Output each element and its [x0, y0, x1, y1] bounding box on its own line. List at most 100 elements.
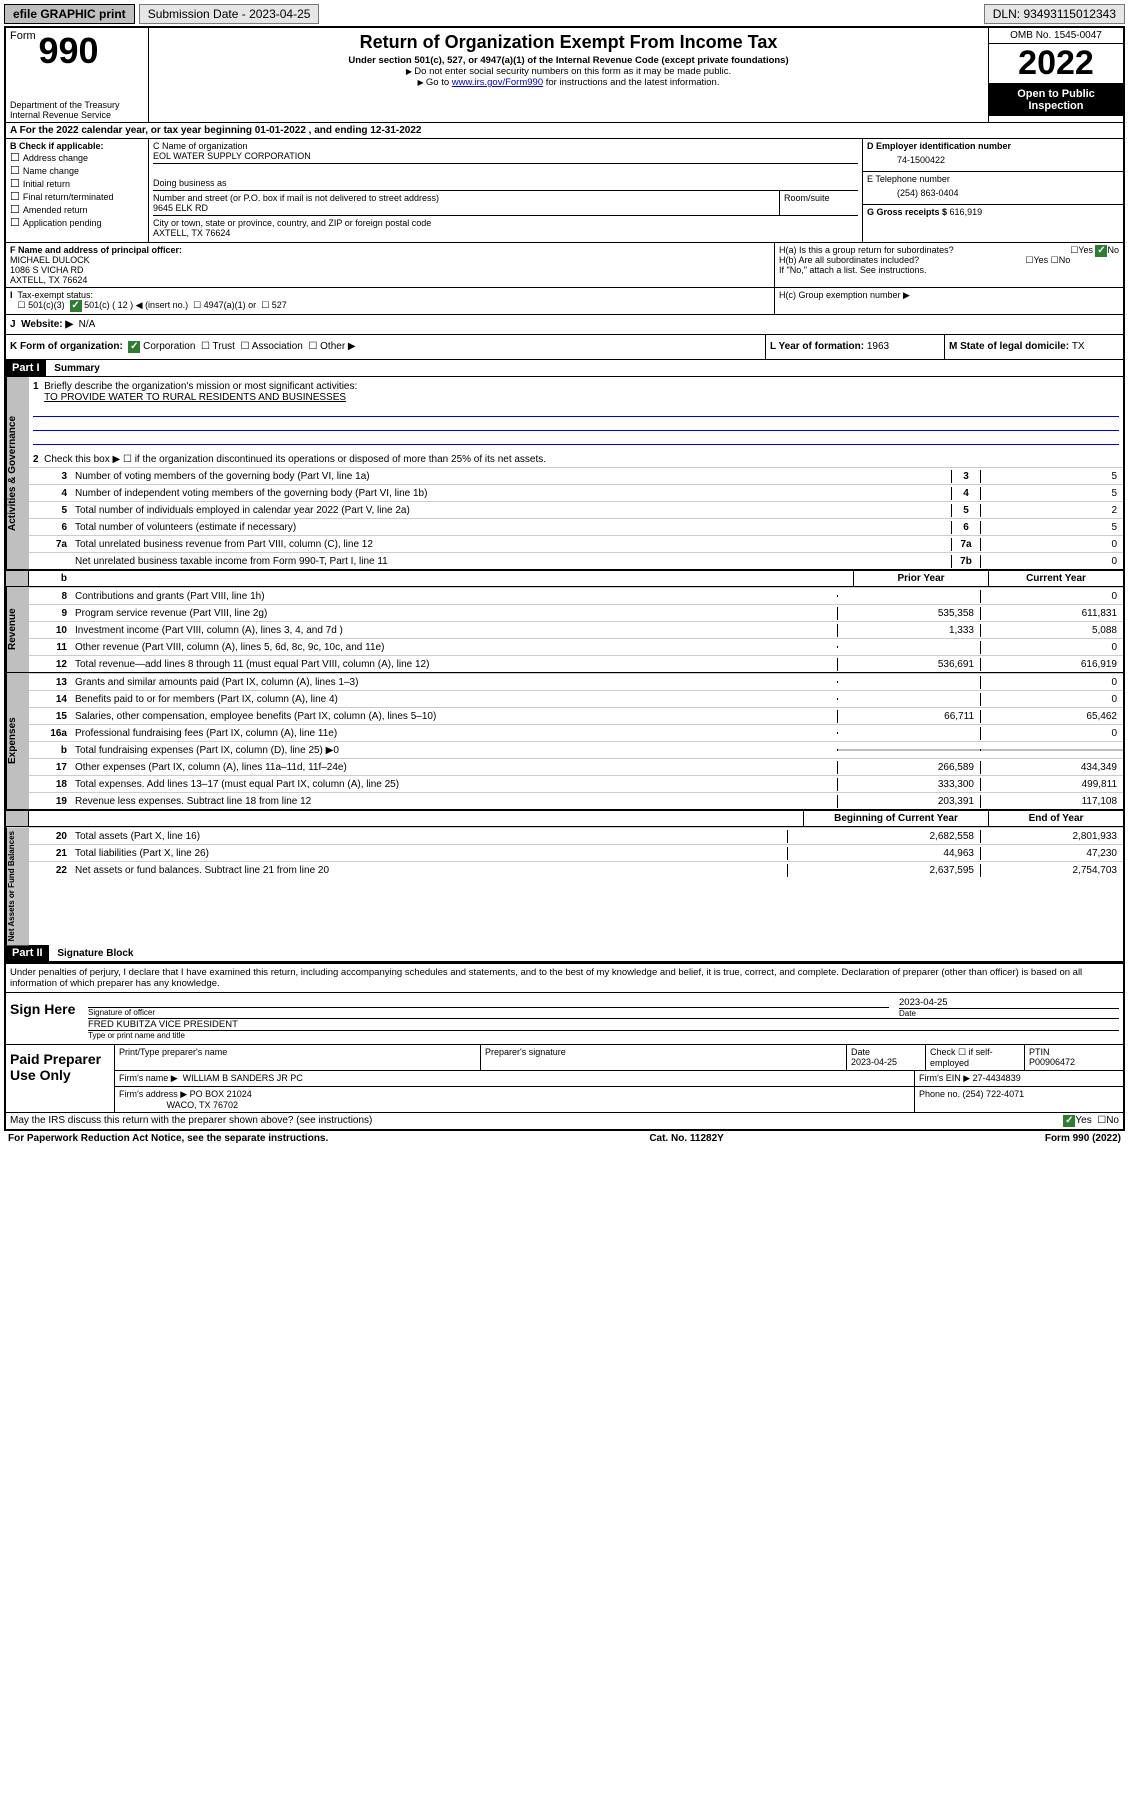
i-opt-0: 501(c)(3) — [28, 300, 65, 310]
h-a: H(a) Is this a group return for subordin… — [779, 245, 1119, 255]
ptin-label: PTIN — [1029, 1047, 1050, 1057]
mission-line-1 — [33, 404, 1119, 417]
dln-label: DLN: — [993, 7, 1024, 21]
b-opt-5-label: Application pending — [23, 218, 102, 228]
line-num: 7a — [29, 538, 71, 551]
part-1-header: Part I Summary — [6, 360, 1123, 377]
begin-value: 2,682,558 — [787, 830, 980, 843]
line-label: Total fundraising expenses (Part IX, col… — [71, 744, 837, 757]
firm-ein: 27-4434839 — [973, 1073, 1021, 1083]
b-opt-1[interactable]: ☐ Name change — [10, 164, 144, 177]
rev-line-10: 10 Investment income (Part VIII, column … — [29, 621, 1123, 638]
prep-check[interactable]: Check ☐ if self-employed — [926, 1045, 1025, 1070]
paid-preparer-label: Paid Preparer Use Only — [6, 1045, 115, 1112]
c-name-label: C Name of organization — [153, 141, 858, 151]
irs-link[interactable]: www.irs.gov/Form990 — [452, 77, 543, 88]
line-box: 5 — [951, 504, 980, 517]
prior-value — [837, 732, 980, 734]
m-value: TX — [1072, 341, 1085, 352]
line-num: 3 — [29, 470, 71, 483]
governance-block: Activities & Governance 1 Briefly descri… — [6, 377, 1123, 569]
col-heads-2: Beginning of Current Year End of Year — [6, 809, 1123, 826]
line-box: 7b — [951, 555, 980, 568]
l-label: L Year of formation: — [770, 341, 867, 352]
part-1-title: Summary — [48, 361, 106, 376]
b-opt-0-label: Address change — [23, 153, 88, 163]
current-value: 0 — [980, 590, 1123, 603]
b-opt-3[interactable]: ☐ Final return/terminated — [10, 190, 144, 203]
box-c: C Name of organization EOL WATER SUPPLY … — [149, 139, 862, 242]
efile-button[interactable]: efile GRAPHIC print — [4, 4, 135, 24]
form-number: 990 — [38, 30, 98, 71]
begin-year-head: Beginning of Current Year — [803, 811, 988, 826]
line-value: 5 — [980, 487, 1123, 500]
line-num: 9 — [29, 607, 71, 620]
officer-name: FRED KUBITZA VICE PRESIDENT — [88, 1019, 1119, 1030]
j-value: N/A — [79, 319, 96, 330]
b-opt-4-label: Amended return — [23, 205, 88, 215]
prior-value — [837, 646, 980, 648]
page-footer: For Paperwork Reduction Act Notice, see … — [4, 1131, 1125, 1146]
section-j: J Website: ▶ N/A — [6, 315, 1123, 335]
prep-date-label: Date — [851, 1047, 870, 1057]
prior-value: 66,711 — [837, 710, 980, 723]
b-opt-0[interactable]: ☐ Address change — [10, 151, 144, 164]
line-num: 15 — [29, 710, 71, 723]
f-label: F Name and address of principal officer: — [10, 245, 770, 255]
line-num: 22 — [29, 864, 71, 877]
d-value: 74-1500422 — [867, 151, 1119, 169]
prior-value — [837, 698, 980, 700]
line-box: 7a — [951, 538, 980, 551]
omb-number: OMB No. 1545-0047 — [989, 28, 1123, 44]
section-fh: F Name and address of principal officer:… — [6, 243, 1123, 288]
c-org-name: EOL WATER SUPPLY CORPORATION — [153, 151, 858, 161]
current-value: 499,811 — [980, 778, 1123, 791]
line-label: Net unrelated business taxable income fr… — [71, 555, 951, 568]
b-opt-5[interactable]: ☐ Application pending — [10, 216, 144, 229]
f-name: MICHAEL DULOCK — [10, 255, 770, 265]
line-label: Total expenses. Add lines 13–17 (must eq… — [71, 778, 837, 791]
c-addr: 9645 ELK RD — [153, 203, 779, 213]
section-a-year: A For the 2022 calendar year, or tax yea… — [6, 123, 1123, 139]
d-label: D Employer identification number — [867, 141, 1119, 151]
box-i: I Tax-exempt status: ☐ 501(c)(3) ✓ 501(c… — [6, 288, 775, 314]
b-opt-2[interactable]: ☐ Initial return — [10, 177, 144, 190]
sub3-post: for instructions and the latest informat… — [546, 77, 720, 88]
line-label: Salaries, other compensation, employee b… — [71, 710, 837, 723]
line-label: Benefits paid to or for members (Part IX… — [71, 693, 837, 706]
net-line-22: 22 Net assets or fund balances. Subtract… — [29, 861, 1123, 878]
current-value: 5,088 — [980, 624, 1123, 637]
sig-officer-label: Signature of officer — [88, 1007, 889, 1017]
i-opt-2: 4947(a)(1) or — [204, 300, 257, 310]
prior-value — [837, 681, 980, 683]
line-num: b — [29, 744, 71, 757]
expenses-block: Expenses 13 Grants and similar amounts p… — [6, 672, 1123, 809]
box-h: H(a) Is this a group return for subordin… — [775, 243, 1123, 287]
exp-line-14: 14 Benefits paid to or for members (Part… — [29, 690, 1123, 707]
part-1-label: Part I — [6, 360, 46, 376]
box-g: G Gross receipts $ 616,919 — [863, 205, 1123, 219]
form-subtitle-3: Go to www.irs.gov/Form990 for instructio… — [155, 77, 982, 88]
prior-value: 1,333 — [837, 624, 980, 637]
line-num: 21 — [29, 847, 71, 860]
line-label: Total assets (Part X, line 16) — [71, 830, 787, 843]
line-label: Other expenses (Part IX, column (A), lin… — [71, 761, 837, 774]
line-value: 5 — [980, 521, 1123, 534]
signature-block: Under penalties of perjury, I declare th… — [6, 962, 1123, 1129]
line-num: 16a — [29, 727, 71, 740]
l-value: 1963 — [867, 341, 889, 352]
h-a-label: H(a) Is this a group return for subordin… — [779, 245, 954, 255]
line-label: Net assets or fund balances. Subtract li… — [71, 864, 787, 877]
side-tab-revenue: Revenue — [6, 587, 29, 672]
line-num: 10 — [29, 624, 71, 637]
section-bcdeg: B Check if applicable: ☐ Address change … — [6, 139, 1123, 243]
col-heads-1: b Prior Year Current Year — [6, 569, 1123, 586]
current-value: 434,349 — [980, 761, 1123, 774]
c-city-label: City or town, state or province, country… — [153, 218, 858, 228]
current-value: 611,831 — [980, 607, 1123, 620]
b-opt-4[interactable]: ☐ Amended return — [10, 203, 144, 216]
box-b: B Check if applicable: ☐ Address change … — [6, 139, 149, 242]
line-label: Grants and similar amounts paid (Part IX… — [71, 676, 837, 689]
may-irs-text: May the IRS discuss this return with the… — [10, 1115, 372, 1127]
may-irs-yesno[interactable]: ✓Yes ☐No — [1063, 1115, 1119, 1127]
